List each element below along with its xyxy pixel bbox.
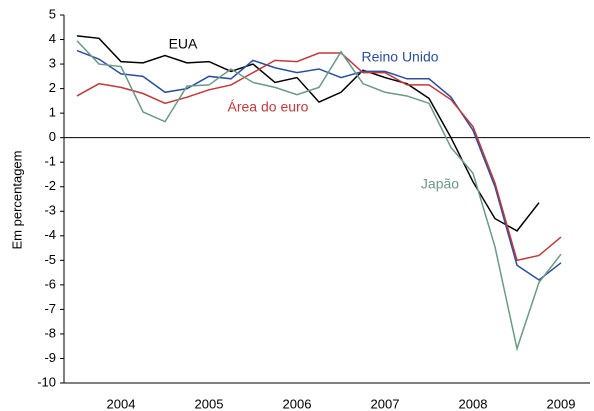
y-tick-label: 0	[49, 129, 56, 144]
y-tick-label: -1	[44, 154, 56, 169]
y-tick-label: -7	[44, 301, 56, 316]
y-tick-label: -10	[37, 374, 56, 389]
y-tick-label: 4	[49, 31, 56, 46]
y-tick-label: 5	[49, 6, 56, 21]
series-label: Japão	[421, 176, 459, 192]
series-label: Área do euro	[228, 99, 309, 115]
y-tick-label: -4	[44, 227, 56, 242]
y-tick-label: -8	[44, 325, 56, 340]
series-line	[76, 35, 540, 232]
x-tick-label: 2005	[195, 396, 224, 411]
series-line	[76, 52, 562, 262]
y-tick-label: 2	[49, 80, 56, 95]
y-tick-label: 3	[49, 56, 56, 71]
series-line	[76, 40, 562, 352]
y-tick-label: 1	[49, 105, 56, 120]
series-label: Reino Unido	[361, 49, 438, 65]
y-axis-label: Em percentagem	[9, 151, 24, 250]
x-tick-label: 2004	[107, 396, 136, 411]
series-line	[76, 49, 562, 281]
y-tick-label: -5	[44, 252, 56, 267]
x-tick-label: 2006	[283, 396, 312, 411]
y-tick-label: -2	[44, 178, 56, 193]
y-tick-label: -9	[44, 350, 56, 365]
x-tick-label: 2009	[547, 396, 576, 411]
y-tick-label: -6	[44, 276, 56, 291]
y-tick-label: -3	[44, 203, 56, 218]
x-tick-label: 2008	[459, 396, 488, 411]
series-label: EUA	[169, 36, 198, 52]
x-tick-label: 2007	[371, 396, 400, 411]
